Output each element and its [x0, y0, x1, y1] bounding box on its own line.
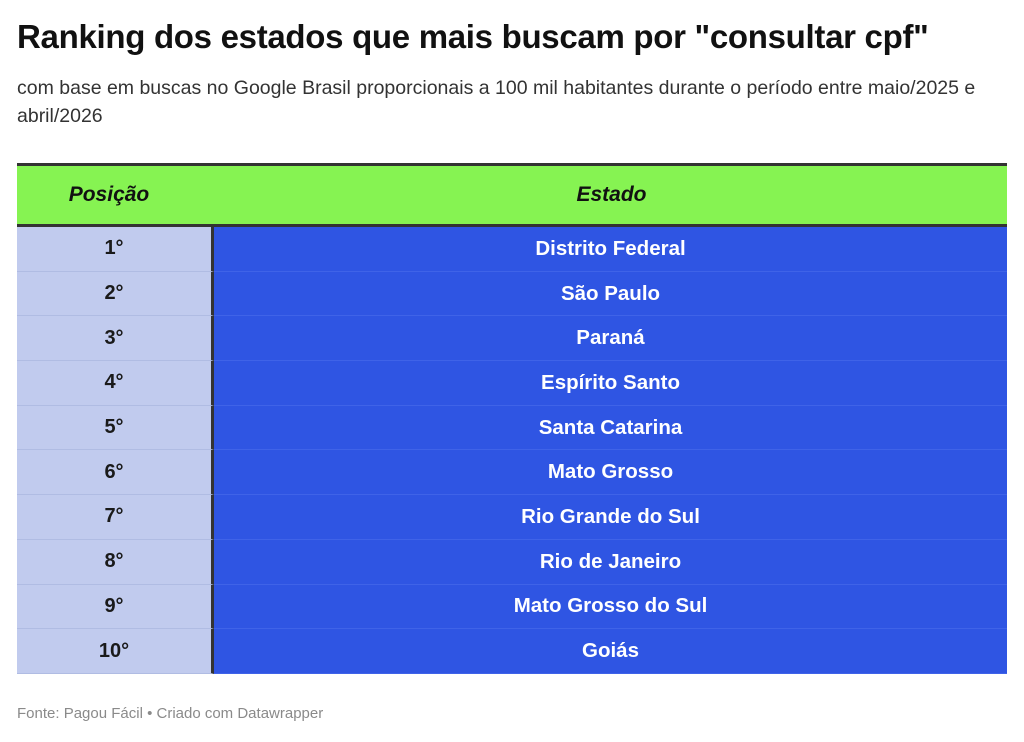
state-cell: Distrito Federal [214, 227, 1007, 272]
table-row: 8° Rio de Janeiro [17, 539, 1007, 585]
chart-title: Ranking dos estados que mais buscam por … [17, 18, 929, 55]
position-cell: 10° [17, 629, 214, 674]
state-cell: Paraná [214, 316, 1007, 362]
table-row: 4° Espírito Santo [17, 361, 1007, 406]
table-row: 5° Santa Catarina [17, 405, 1007, 451]
table-header: Posição Estado [17, 166, 1007, 227]
state-cell: Rio Grande do Sul [214, 495, 1007, 540]
table-row: 2° São Paulo [17, 271, 1007, 317]
position-cell: 8° [17, 539, 214, 585]
position-cell: 3° [17, 316, 214, 362]
source-footer: Fonte: Pagou Fácil • Criado com Datawrap… [17, 705, 324, 722]
state-cell: Rio de Janeiro [214, 539, 1007, 585]
table-row: 9° Mato Grosso do Sul [17, 584, 1007, 630]
state-cell: Mato Grosso do Sul [214, 584, 1007, 630]
position-cell: 7° [17, 495, 214, 540]
state-cell: Mato Grosso [214, 450, 1007, 496]
table-row: 1° Distrito Federal [17, 227, 1007, 272]
position-cell: 9° [17, 584, 214, 630]
table-body: 1° Distrito Federal 2° São Paulo 3° Para… [17, 227, 1007, 674]
table-row: 10° Goiás [17, 629, 1007, 674]
table-row: 6° Mato Grosso [17, 450, 1007, 496]
state-cell: Goiás [214, 629, 1007, 674]
table-row: 7° Rio Grande do Sul [17, 495, 1007, 540]
position-cell: 4° [17, 361, 214, 406]
position-cell: 1° [17, 227, 214, 272]
chart-subtitle: com base em buscas no Google Brasil prop… [17, 77, 976, 127]
state-cell: Santa Catarina [214, 405, 1007, 451]
column-header-estado: Estado [576, 183, 647, 206]
state-cell: São Paulo [214, 271, 1007, 317]
state-cell: Espírito Santo [214, 361, 1007, 406]
ranking-table: Posição Estado 1° Distrito Federal 2° Sã… [17, 163, 1007, 674]
position-cell: 5° [17, 405, 214, 451]
position-cell: 6° [17, 450, 214, 496]
table-row: 3° Paraná [17, 316, 1007, 362]
position-cell: 2° [17, 271, 214, 317]
column-header-posicao: Posição [68, 183, 150, 206]
